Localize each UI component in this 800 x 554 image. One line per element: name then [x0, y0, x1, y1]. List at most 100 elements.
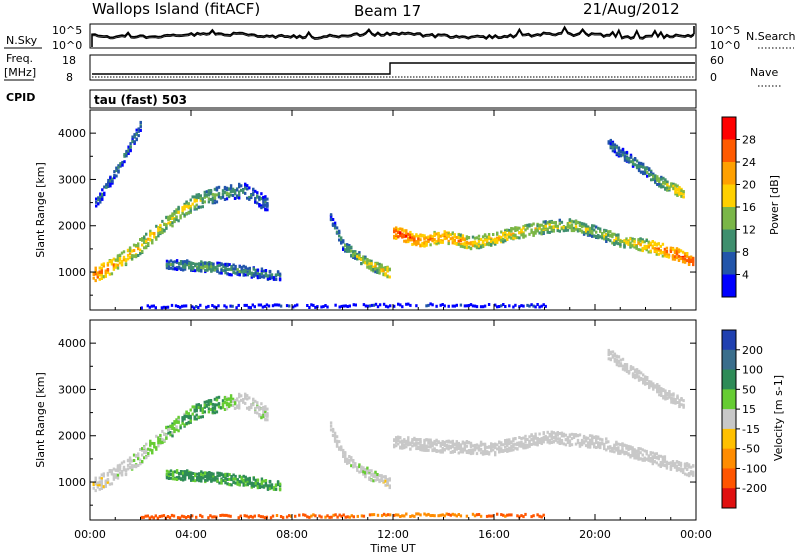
vel-cell	[678, 400, 681, 404]
power-cell	[207, 197, 211, 201]
vel-cell	[611, 449, 614, 453]
power-cell	[260, 270, 264, 274]
power-cell	[215, 200, 219, 204]
power-cell	[510, 227, 513, 231]
vel-cell	[465, 444, 469, 448]
power-cell	[135, 138, 138, 142]
vel-cell	[186, 473, 189, 477]
power-cell	[223, 304, 226, 308]
vel-cell	[98, 476, 101, 480]
power-cell	[465, 246, 469, 250]
power-cell	[100, 269, 103, 273]
vel-cell	[641, 453, 644, 457]
power-cell	[689, 255, 693, 259]
vel-cell	[641, 458, 644, 461]
power-cell	[558, 218, 561, 222]
vel-cell	[173, 477, 177, 481]
power-cell	[191, 195, 194, 199]
vel-cell	[629, 365, 633, 369]
vel-cell	[609, 357, 612, 361]
vel-cell	[244, 394, 247, 398]
vel-cell	[510, 441, 513, 445]
power-cell	[221, 195, 225, 199]
power-cell	[582, 231, 586, 235]
vel-cell	[689, 470, 693, 474]
power-cell	[572, 229, 576, 233]
vel-cell	[195, 407, 198, 411]
vel-cell	[393, 445, 396, 449]
power-cell	[126, 253, 130, 257]
vel-cell	[358, 465, 361, 469]
vel-cell	[233, 399, 237, 402]
vel-cell	[461, 440, 465, 444]
vel-cell	[200, 472, 203, 476]
power-cell	[196, 262, 199, 266]
vel-cell	[639, 377, 643, 381]
power-cell	[190, 266, 193, 270]
vel-cell	[566, 438, 570, 442]
power-cell	[221, 189, 225, 193]
vel-cell	[687, 465, 691, 469]
power-cell	[593, 228, 596, 232]
power-cell	[397, 227, 400, 231]
cpid-label: CPID	[6, 91, 35, 104]
vel-cell	[100, 483, 103, 487]
power-cell	[461, 242, 465, 246]
vel-cell	[335, 439, 339, 443]
vel-cell	[659, 465, 662, 468]
power-cell	[479, 305, 483, 309]
power-cell	[200, 260, 203, 264]
vel-cell	[506, 444, 509, 447]
vel-cell	[615, 448, 618, 452]
power-cell	[201, 197, 204, 201]
vel-cell	[244, 478, 247, 482]
power-cell	[222, 265, 225, 269]
power-cell	[250, 193, 253, 197]
power-cell	[100, 271, 103, 275]
power-cell	[552, 225, 555, 229]
vel-cell	[550, 441, 553, 444]
vel-cell	[637, 452, 640, 456]
power-cell	[655, 252, 658, 256]
vel-cell	[100, 477, 103, 481]
vel-cell	[229, 403, 233, 407]
power-cell	[465, 304, 469, 308]
vel-cell	[230, 477, 233, 481]
power-cell	[137, 254, 140, 257]
power-cell	[167, 221, 170, 225]
vel-cell	[264, 417, 267, 421]
vel-cell	[483, 452, 487, 456]
power-cell	[485, 242, 489, 246]
power-cell	[149, 238, 152, 242]
power-cell	[179, 267, 183, 271]
vel-cell	[593, 442, 596, 446]
vel-cell	[213, 515, 216, 519]
power-cell	[233, 196, 237, 200]
vel-cell	[674, 401, 677, 405]
vel-cell	[246, 394, 249, 398]
power-cell	[443, 233, 446, 237]
vel-cell	[98, 487, 101, 491]
vel-cell	[494, 451, 497, 455]
vel-cell	[597, 443, 600, 447]
power-cell	[617, 148, 621, 152]
colorbar-tick-label: -50	[742, 443, 760, 456]
vel-cell	[335, 435, 339, 439]
power-cell	[246, 271, 249, 274]
power-cell	[187, 202, 190, 206]
power-cell	[193, 205, 196, 209]
power-cell	[485, 237, 489, 241]
power-cell	[181, 265, 185, 269]
vel-cell	[268, 484, 272, 488]
power-cell	[101, 192, 104, 196]
vel-cell	[192, 477, 195, 481]
vel-cell	[386, 478, 389, 482]
vel-cell	[603, 447, 606, 450]
vel-cell	[96, 481, 99, 485]
vel-cell	[220, 478, 223, 482]
vel-cell	[631, 367, 635, 370]
vel-cell	[148, 516, 151, 520]
vel-cell	[238, 403, 241, 407]
power-cell	[625, 159, 629, 162]
vel-cell	[599, 443, 602, 447]
